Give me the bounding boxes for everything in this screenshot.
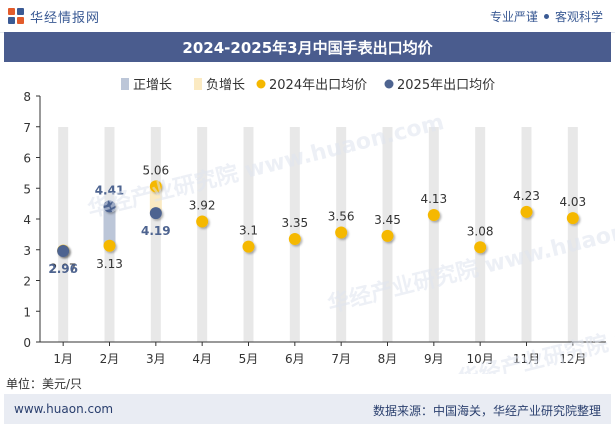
y-tick-label: 2	[23, 275, 31, 289]
x-tick-label: 7月	[331, 352, 351, 366]
category-column	[150, 127, 161, 342]
data-label-2024: 4.03	[559, 195, 586, 209]
data-label-2024: 3.45	[374, 213, 401, 227]
slogan-left: 专业严谨	[489, 10, 538, 24]
footer-source: 数据来源：中国海关，华经产业研究院整理	[372, 404, 601, 418]
point-2024	[520, 205, 533, 218]
legend-label: 2024年出口均价	[269, 78, 367, 93]
y-tick-label: 1	[23, 305, 31, 319]
point-2024	[335, 226, 348, 239]
point-2025	[149, 207, 162, 220]
data-label-2024: 3.13	[96, 257, 123, 271]
point-2025	[57, 244, 70, 257]
point-2024	[427, 209, 440, 222]
y-tick-label: 5	[23, 182, 31, 196]
x-tick-label: 3月	[146, 352, 166, 366]
footer: www.huaon.com 数据来源：中国海关，华经产业研究院整理	[4, 394, 611, 424]
point-2024	[288, 232, 301, 245]
footer-website[interactable]: www.huaon.com	[14, 402, 114, 416]
y-tick-label: 7	[23, 121, 31, 135]
category-column	[428, 127, 439, 342]
y-tick-label: 6	[23, 152, 31, 166]
x-tick-label: 11月	[513, 352, 540, 366]
data-label-2025: 2.96	[48, 262, 78, 276]
point-2024	[381, 229, 394, 242]
slogan: 专业严谨 客观科学	[490, 8, 603, 25]
slogan-right: 客观科学	[554, 10, 603, 24]
category-column	[567, 127, 578, 342]
y-tick-label: 3	[23, 244, 31, 258]
category-column	[243, 127, 254, 342]
x-tick-label: 5月	[239, 352, 259, 366]
brand-logo-icon	[8, 8, 24, 24]
x-tick-label: 2月	[100, 352, 120, 366]
data-label-2024: 3.56	[328, 210, 355, 224]
x-tick-label: 8月	[378, 352, 398, 366]
top-bar: 华经情报网 专业严谨 客观科学	[0, 0, 615, 33]
change-bar	[149, 186, 162, 214]
category-column	[521, 127, 532, 342]
slogan-dot-icon	[543, 14, 549, 19]
chart-title: 2024-2025年3月中国手表出口均价	[4, 32, 611, 62]
data-label-2024: 4.13	[420, 192, 447, 206]
brand-name: 华经情报网	[30, 10, 101, 26]
data-label-2024: 3.35	[281, 216, 308, 230]
point-2025	[103, 200, 116, 213]
x-tick-label: 10月	[467, 352, 494, 366]
category-column	[58, 127, 69, 342]
legend-swatch	[121, 78, 129, 90]
data-label-2024: 4.23	[513, 189, 540, 203]
point-2024	[474, 241, 487, 254]
y-tick-label: 0	[23, 336, 31, 350]
point-2024	[242, 240, 255, 253]
point-2024	[149, 180, 162, 193]
x-tick-label: 6月	[285, 352, 305, 366]
x-tick-label: 12月	[559, 352, 586, 366]
data-label-2024: 3.08	[467, 224, 494, 238]
data-label-2024: 3.92	[189, 198, 216, 212]
legend-swatch	[194, 78, 202, 90]
y-tick-label: 4	[23, 213, 31, 227]
legend-swatch	[384, 79, 394, 89]
category-column	[475, 127, 486, 342]
unit-label: 单位：美元/只	[6, 377, 83, 391]
category-column	[197, 127, 208, 342]
legend-label: 2025年出口均价	[397, 78, 495, 93]
point-2024	[103, 239, 116, 252]
legend-swatch	[256, 79, 266, 89]
brand: 华经情报网	[8, 6, 100, 26]
legend-label: 负增长	[206, 78, 245, 93]
data-label-2024: 2.97	[50, 262, 77, 276]
data-label-2024: 3.1	[239, 224, 258, 238]
x-tick-label: 1月	[53, 352, 73, 366]
data-label-2025: 4.41	[95, 183, 125, 197]
change-bar	[103, 206, 116, 246]
x-tick-label: 4月	[192, 352, 212, 366]
legend-label: 正增长	[133, 78, 172, 93]
chart: 正增长 负增长 2024年出口均价 2025年出口均价 0 1 2 3 4 5 6 7 8 1月 2月 3月 4…	[23, 78, 615, 374]
x-tick-label: 9月	[424, 352, 444, 366]
data-label-2024: 5.06	[142, 163, 169, 177]
point-2024	[566, 212, 579, 225]
data-label-2025: 4.19	[141, 224, 171, 238]
point-2024	[196, 215, 209, 228]
y-tick-label: 8	[23, 90, 31, 104]
